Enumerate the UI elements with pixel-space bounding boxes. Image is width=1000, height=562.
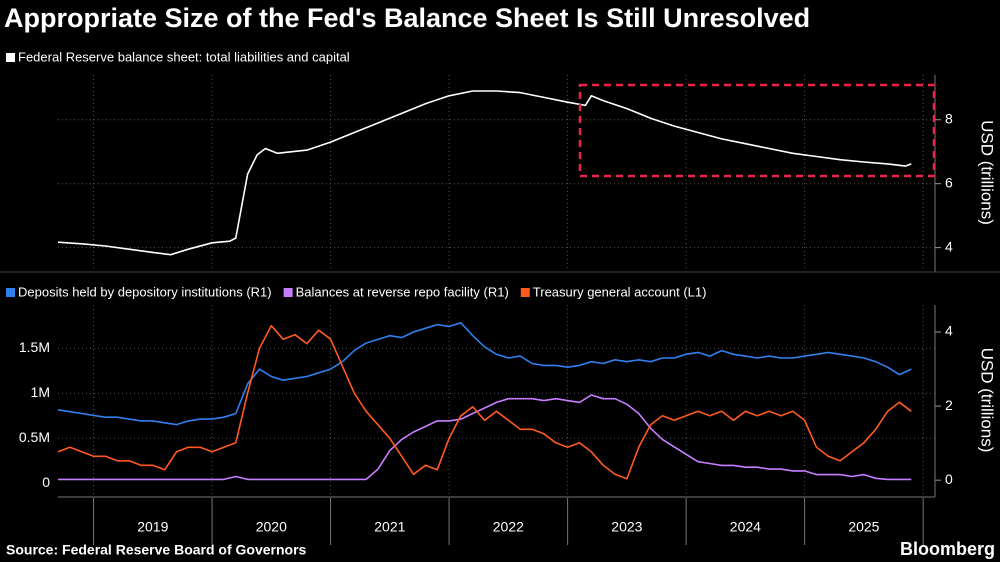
legend-label: Balances at reverse repo facility (R1) (296, 284, 509, 299)
y2-tick-label: 8 (945, 110, 953, 126)
y-tick-label: 0.5M (19, 429, 50, 445)
source: Source: Federal Reserve Board of Governo… (6, 542, 307, 558)
series-line (57, 90, 912, 256)
y2-tick-label: 4 (945, 323, 953, 339)
brand: Bloomberg (900, 539, 995, 559)
y2-tick-label: 2 (945, 397, 953, 413)
x-tick-label: 2024 (730, 519, 761, 535)
legend-swatch (283, 288, 293, 297)
y-tick-label: 1.5M (19, 339, 50, 355)
axis-title: USD (trillions) (978, 120, 997, 225)
legend-label: Deposits held by depository institutions… (18, 284, 272, 299)
x-tick-label: 2021 (374, 519, 405, 535)
legend-swatch (6, 288, 15, 297)
legend-label: Treasury general account (L1) (533, 284, 707, 299)
x-tick-label: 2023 (611, 519, 642, 535)
x-tick-label: 2020 (256, 519, 287, 535)
page-title: Appropriate Size of the Fed's Balance Sh… (4, 3, 810, 33)
x-tick-label: 2019 (137, 519, 168, 535)
legend-label: Federal Reserve balance sheet: total lia… (18, 49, 350, 64)
legend-swatch (6, 53, 15, 62)
x-tick-label: 2022 (493, 519, 524, 535)
legend-swatch (520, 288, 530, 297)
y-tick-label: 1M (31, 384, 50, 400)
series-line (57, 322, 912, 426)
y2-tick-label: 0 (945, 471, 953, 487)
x-tick-label: 2025 (848, 519, 879, 535)
y-tick-label: 0 (42, 474, 50, 490)
series-line (58, 394, 912, 481)
y2-tick-label: 6 (945, 174, 953, 190)
series-line (57, 324, 912, 480)
highlight-box (578, 83, 936, 178)
y2-tick-label: 4 (945, 238, 953, 254)
axis-title: USD (trillions) (978, 348, 997, 453)
